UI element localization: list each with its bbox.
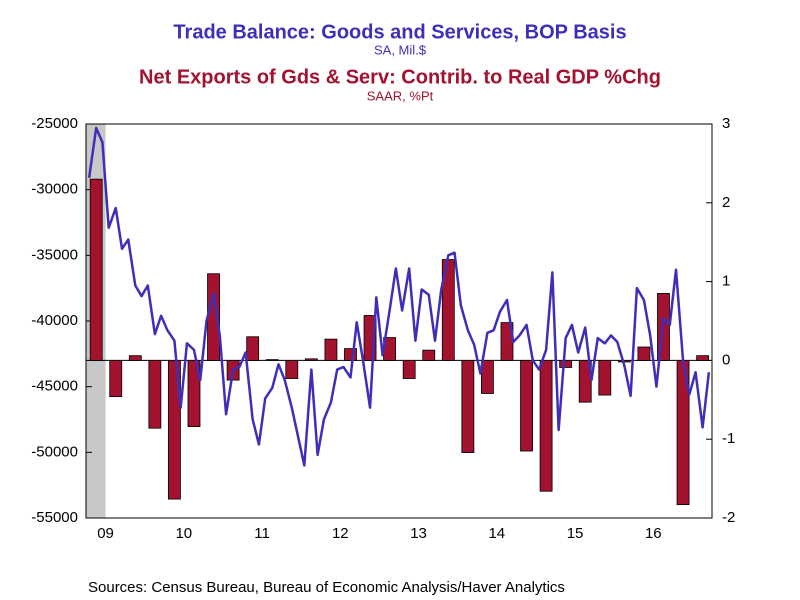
chart-title: Net Exports of Gds & Serv: Contrib. to R… xyxy=(139,66,661,88)
y2-tick-label: -2 xyxy=(722,509,735,526)
y-tick-label: -25000 xyxy=(31,115,78,132)
x-tick-label: 16 xyxy=(645,525,662,542)
bar xyxy=(265,359,279,361)
x-tick-label: 11 xyxy=(254,525,270,542)
bar xyxy=(481,359,494,394)
bar xyxy=(422,349,436,361)
x-tick-label: 09 xyxy=(97,525,114,542)
bar xyxy=(109,359,123,398)
bar xyxy=(168,359,181,500)
y-tick-label: -50000 xyxy=(31,443,78,460)
y-tick-label: -30000 xyxy=(31,181,78,198)
bar xyxy=(128,355,142,361)
bar xyxy=(187,359,201,427)
y-tick-label: -55000 xyxy=(31,509,78,526)
plot-area xyxy=(86,124,712,518)
y-tick-label: -40000 xyxy=(31,312,78,329)
bar xyxy=(148,359,162,429)
y2-tick-label: 1 xyxy=(722,273,730,290)
bar xyxy=(520,359,533,452)
bar xyxy=(89,178,103,361)
y-tick-label: -45000 xyxy=(31,378,78,395)
x-tick-label: 14 xyxy=(488,525,505,542)
chart-subtitle: SA, Mil.$ xyxy=(374,42,427,57)
bar xyxy=(285,359,299,379)
y2-tick-label: -1 xyxy=(722,430,735,447)
x-tick-label: 15 xyxy=(567,525,584,542)
y2-tick-label: 0 xyxy=(722,351,730,368)
line xyxy=(87,126,711,467)
x-tick-label: 10 xyxy=(175,525,192,542)
bar xyxy=(637,346,651,361)
bar xyxy=(598,359,612,396)
bar xyxy=(696,355,710,361)
bar xyxy=(402,359,416,379)
bar xyxy=(344,348,357,361)
x-tick-label: 13 xyxy=(410,525,427,542)
bar xyxy=(559,359,573,368)
plot-border xyxy=(85,123,713,519)
y-tick-label: -35000 xyxy=(31,246,78,263)
chart-subtitle: SAAR, %Pt xyxy=(367,88,434,103)
source-note: Sources: Census Bureau, Bureau of Econom… xyxy=(88,579,565,596)
bar xyxy=(539,359,553,492)
y2-tick-label: 2 xyxy=(722,194,730,211)
bar xyxy=(324,338,338,361)
chart-title: Trade Balance: Goods and Services, BOP B… xyxy=(173,21,626,43)
bar xyxy=(461,359,475,453)
bar xyxy=(246,336,260,361)
y2-tick-label: 3 xyxy=(722,115,730,132)
bar xyxy=(304,358,318,361)
x-tick-label: 12 xyxy=(332,525,349,542)
